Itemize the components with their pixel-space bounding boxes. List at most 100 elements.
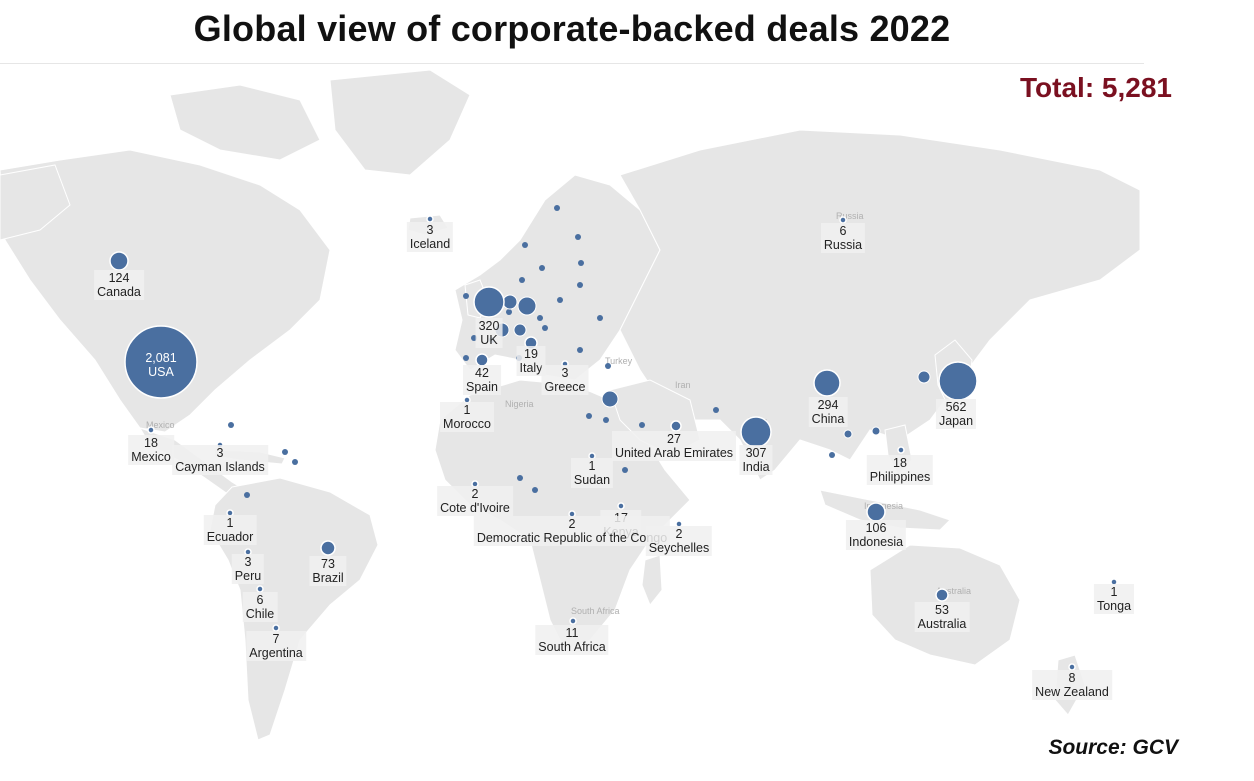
country-label-south-africa: 11 South Africa bbox=[535, 625, 609, 655]
bubble-australia[interactable] bbox=[935, 588, 949, 602]
deal-count: 1 bbox=[588, 459, 596, 473]
city-dot bbox=[597, 315, 603, 321]
city-bubble bbox=[917, 370, 931, 384]
city-dot bbox=[713, 407, 719, 413]
deal-count: 73 bbox=[321, 557, 335, 571]
bubble-south-africa[interactable] bbox=[569, 617, 577, 625]
bubble-philippines[interactable] bbox=[897, 446, 905, 454]
deal-count: 42 bbox=[475, 366, 489, 380]
deal-count: 2,081 bbox=[145, 351, 177, 365]
bubble-japan[interactable] bbox=[938, 361, 978, 401]
deal-count: 3 bbox=[244, 555, 252, 569]
deal-count: 3 bbox=[216, 446, 224, 460]
city-dot bbox=[639, 422, 645, 428]
country-name: Peru bbox=[234, 569, 262, 583]
country-name: Ecuador bbox=[206, 530, 254, 544]
map-name-nigeria: Nigeria bbox=[505, 399, 534, 409]
city-dot bbox=[605, 363, 611, 369]
deal-count: 1 bbox=[226, 516, 234, 530]
deal-count: 8 bbox=[1068, 671, 1076, 685]
deal-count: 11 bbox=[565, 626, 579, 640]
country-label-greece: 3 Greece bbox=[541, 365, 589, 395]
deal-count: 124 bbox=[108, 271, 130, 285]
city-dot bbox=[244, 492, 250, 498]
deal-count: 19 bbox=[524, 347, 538, 361]
country-name: Chile bbox=[245, 607, 275, 621]
bubble-china[interactable] bbox=[813, 369, 841, 397]
city-dot bbox=[542, 325, 548, 331]
country-name: China bbox=[811, 412, 845, 426]
deal-count: 6 bbox=[256, 593, 264, 607]
deal-count: 307 bbox=[745, 446, 767, 460]
city-dot bbox=[575, 234, 581, 240]
country-name: USA bbox=[148, 365, 174, 379]
deal-count: 1 bbox=[1110, 585, 1118, 599]
country-label-uk: 320 UK bbox=[475, 318, 503, 348]
bubble-mexico[interactable] bbox=[147, 426, 155, 434]
bubble-usa[interactable] bbox=[124, 325, 198, 399]
bubble-kenya[interactable] bbox=[617, 502, 625, 510]
country-name: Spain bbox=[466, 380, 498, 394]
deal-count: 18 bbox=[144, 436, 158, 450]
bubble-brazil[interactable] bbox=[320, 540, 336, 556]
country-label-cote-d-ivoire: 2 Cote d'Ivoire bbox=[437, 486, 513, 516]
land-alaska bbox=[0, 164, 71, 241]
country-name: Morocco bbox=[443, 417, 491, 431]
country-name: Indonesia bbox=[848, 535, 904, 549]
city-dot bbox=[517, 475, 523, 481]
map-name-turkey: Turkey bbox=[605, 356, 633, 366]
country-name: Italy bbox=[519, 361, 543, 375]
bubble-uk[interactable] bbox=[473, 286, 505, 318]
deal-count: 294 bbox=[817, 398, 839, 412]
country-name: Australia bbox=[917, 617, 967, 631]
land-madagascar bbox=[641, 554, 663, 606]
deal-count: 3 bbox=[561, 366, 569, 380]
country-label-ecuador: 1 Ecuador bbox=[203, 515, 257, 545]
city-dot bbox=[228, 422, 234, 428]
country-label-italy: 19 Italy bbox=[516, 346, 546, 376]
city-dot bbox=[506, 309, 512, 315]
city-dot bbox=[577, 347, 583, 353]
country-label-cayman-islands: 3 Cayman Islands bbox=[172, 445, 268, 475]
deal-count: 3 bbox=[426, 223, 434, 237]
land-canada-islands bbox=[169, 84, 321, 161]
map-name-south-africa: South Africa bbox=[571, 606, 620, 616]
bubble-canada[interactable] bbox=[109, 251, 129, 271]
deal-count: 27 bbox=[667, 432, 681, 446]
city-bubble bbox=[517, 296, 537, 316]
map-name-russia: Russia bbox=[836, 211, 864, 221]
country-name: Philippines bbox=[869, 470, 931, 484]
city-dot bbox=[519, 277, 525, 283]
city-dot bbox=[539, 265, 545, 271]
country-name: Japan bbox=[938, 414, 974, 428]
country-name: Brazil bbox=[312, 571, 344, 585]
country-label-new-zealand: 8 New Zealand bbox=[1032, 670, 1112, 700]
bubble-india[interactable] bbox=[740, 416, 772, 448]
city-dot bbox=[577, 282, 583, 288]
bubble-united-arab-emirates[interactable] bbox=[670, 420, 682, 432]
deal-count: 7 bbox=[272, 632, 280, 646]
city-dot bbox=[282, 449, 288, 455]
deal-count: 2 bbox=[675, 527, 683, 541]
country-name: UK bbox=[480, 333, 498, 347]
city-bubble bbox=[513, 323, 527, 337]
country-name: Cote d'Ivoire bbox=[440, 501, 510, 515]
country-label-democratic-republic-of-the-congo: 2 Democratic Republic of the Congo bbox=[473, 516, 671, 546]
city-dot bbox=[829, 452, 835, 458]
title-divider bbox=[0, 63, 1144, 64]
map-name-australia: Australia bbox=[936, 586, 971, 596]
city-bubble bbox=[601, 390, 619, 408]
land-asia bbox=[619, 129, 1141, 481]
deal-count: 6 bbox=[839, 224, 847, 238]
deal-count: 1 bbox=[463, 403, 471, 417]
bubble-indonesia[interactable] bbox=[866, 502, 886, 522]
city-dot bbox=[537, 315, 543, 321]
country-label-indonesia: 106 Indonesia bbox=[845, 520, 907, 550]
country-name: Greece bbox=[544, 380, 586, 394]
deal-count: 2 bbox=[568, 517, 576, 531]
city-dot bbox=[463, 355, 469, 361]
country-label-canada: 124 Canada bbox=[94, 270, 144, 300]
country-label-seychelles: 2 Seychelles bbox=[645, 526, 713, 556]
country-label-peru: 3 Peru bbox=[231, 554, 265, 584]
